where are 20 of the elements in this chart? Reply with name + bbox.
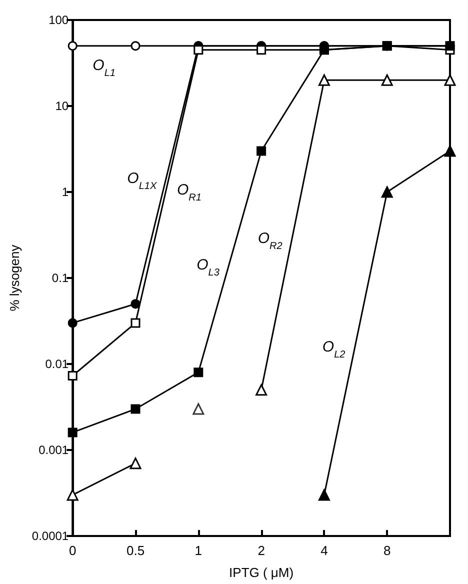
y-tick-label: 1 — [62, 185, 69, 199]
x-tick-label: 4 — [320, 543, 328, 558]
series-label: O$_{L3}$ — [196, 256, 220, 278]
series-label: O$_{L2}$ — [322, 338, 346, 360]
x-tick-label: 0 — [68, 543, 76, 558]
y-tick-label: 0.0001 — [32, 529, 69, 543]
y-tick-label: 0.1 — [52, 271, 69, 285]
y-axis-title: % lysogeny — [7, 244, 22, 312]
x-tick-label: 8 — [383, 543, 391, 558]
x-tick-label: 1 — [194, 543, 202, 558]
x-tick-label: 2 — [258, 543, 265, 558]
series-label: O$_{L1}$ — [92, 56, 116, 78]
y-tick-label: 100 — [48, 13, 69, 27]
x-tick-label: 0.5 — [126, 543, 145, 558]
series-label: O$_{R2}$ — [258, 230, 283, 252]
series-label: O$_{R1}$ — [176, 181, 202, 203]
y-tick-label: 0.001 — [38, 443, 69, 457]
x-axis-title: IPTG ( μM) — [229, 565, 294, 580]
series-label: O$_{L1X}$ — [127, 170, 157, 192]
y-tick-label: 0.01 — [45, 357, 69, 371]
